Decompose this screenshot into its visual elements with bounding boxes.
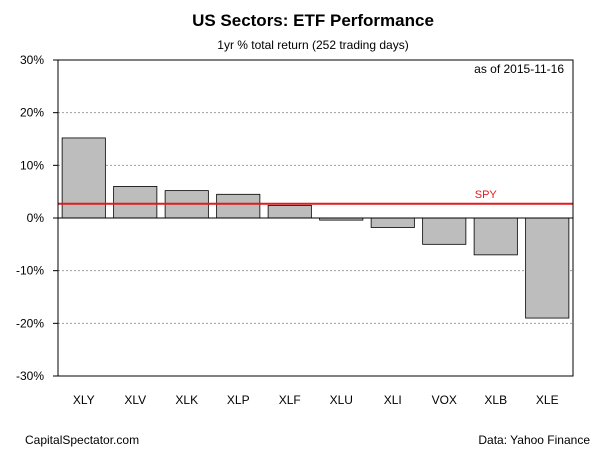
bar-xlb bbox=[473, 217, 518, 256]
x-tick-label: XLF bbox=[279, 393, 301, 407]
as-of-annotation: as of 2015-11-16 bbox=[474, 62, 564, 76]
x-tick-label: VOX bbox=[432, 393, 457, 407]
y-tick-label: -10% bbox=[16, 264, 44, 278]
y-axis-ticks: 30% 20% 10% 0% -10% -20% -30% bbox=[16, 53, 58, 383]
y-tick-label: 20% bbox=[20, 106, 44, 120]
bar-xli bbox=[370, 217, 415, 228]
bar-xlv bbox=[113, 185, 158, 219]
bar-xlp bbox=[216, 193, 261, 219]
gridlines bbox=[58, 112, 573, 324]
bar-vox bbox=[422, 217, 467, 245]
x-tick-label: XLB bbox=[484, 393, 507, 407]
x-tick-label: XLK bbox=[175, 393, 198, 407]
chart-title: US Sectors: ETF Performance bbox=[192, 11, 434, 30]
footer-source-left: CapitalSpectator.com bbox=[25, 433, 139, 447]
y-tick-label: 30% bbox=[20, 53, 44, 67]
y-tick-label: 0% bbox=[27, 211, 45, 225]
bar-xle bbox=[525, 217, 570, 319]
x-tick-label: XLI bbox=[384, 393, 402, 407]
x-tick-label: XLV bbox=[124, 393, 146, 407]
x-axis-labels: XLY XLV XLK XLP XLF XLU XLI VOX XLB XLE bbox=[73, 393, 559, 407]
x-tick-label: XLP bbox=[227, 393, 250, 407]
x-tick-label: XLY bbox=[73, 393, 95, 407]
footer-source-right: Data: Yahoo Finance bbox=[478, 433, 590, 447]
x-tick-label: XLU bbox=[330, 393, 353, 407]
bar-xly bbox=[61, 137, 106, 219]
y-tick-label: 10% bbox=[20, 158, 44, 172]
bar-xlf bbox=[267, 204, 312, 219]
y-tick-label: -30% bbox=[16, 369, 44, 383]
y-tick-label: -20% bbox=[16, 316, 44, 330]
chart-subtitle: 1yr % total return (252 trading days) bbox=[217, 38, 408, 52]
spy-reference-label: SPY bbox=[475, 189, 498, 201]
x-tick-label: XLE bbox=[536, 393, 559, 407]
reference-line-group: SPY bbox=[58, 189, 573, 205]
